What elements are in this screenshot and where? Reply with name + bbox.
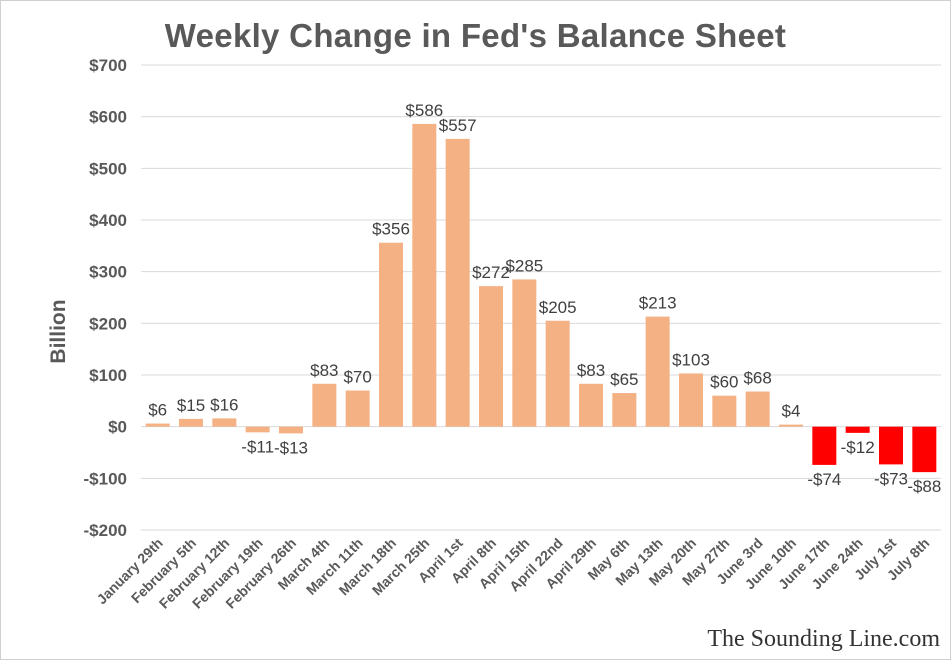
y-tick-label: $500 (89, 159, 127, 178)
bar (545, 320, 570, 427)
data-label: $6 (148, 401, 167, 420)
data-label: $586 (405, 101, 443, 120)
bar (879, 426, 903, 465)
y-axis-label: Billion (47, 299, 70, 363)
bar (512, 279, 537, 427)
data-label: -$11 (241, 437, 274, 456)
data-label: -$88 (907, 477, 941, 496)
data-label: $557 (439, 116, 477, 135)
bar (245, 426, 270, 433)
data-label: $70 (343, 368, 371, 387)
bar (912, 426, 937, 473)
bar (479, 286, 503, 427)
data-label: $272 (472, 263, 510, 282)
bar (412, 123, 437, 427)
bar (845, 426, 870, 433)
data-label: $213 (639, 294, 677, 313)
bar (179, 418, 203, 427)
data-label: $205 (539, 298, 577, 317)
data-label: -$13 (274, 438, 308, 457)
y-tick-label: -$200 (84, 521, 127, 540)
y-tick-label: $700 (89, 56, 127, 75)
y-tick-label: $200 (89, 314, 127, 333)
y-tick-label: -$100 (84, 469, 127, 488)
y-tick-label: $300 (89, 263, 127, 282)
bar (712, 395, 737, 427)
data-label: $356 (372, 220, 410, 239)
data-label: $15 (177, 396, 205, 415)
data-label: -$73 (874, 469, 908, 488)
bar (779, 424, 803, 427)
data-label: -$12 (841, 438, 875, 457)
bar (645, 316, 670, 427)
bar (745, 391, 770, 427)
data-label: $68 (743, 369, 771, 388)
data-label: -$74 (807, 470, 841, 489)
bar (379, 242, 403, 427)
y-tick-label: $0 (108, 418, 127, 437)
bar (279, 426, 303, 434)
bar (579, 383, 603, 427)
data-label: $4 (782, 402, 801, 421)
data-label: $16 (210, 395, 238, 414)
bar (212, 418, 237, 427)
y-tick-label: $100 (89, 366, 127, 385)
bar (812, 426, 837, 465)
y-tick-label: $600 (89, 108, 127, 127)
bar (145, 423, 170, 427)
data-label: $83 (577, 361, 605, 380)
watermark: The Sounding Line.com (707, 626, 940, 652)
bar (679, 373, 703, 427)
data-label: $285 (505, 256, 543, 275)
bar (612, 393, 637, 427)
data-label: $65 (610, 370, 638, 389)
y-tick-label: $400 (89, 211, 127, 230)
chart-title: Weekly Change in Fed's Balance Sheet (164, 17, 787, 54)
data-label: $103 (672, 350, 710, 369)
bar (312, 383, 337, 427)
bar (345, 390, 370, 427)
data-label: $60 (710, 373, 738, 392)
data-label: $83 (310, 361, 338, 380)
bar (445, 138, 470, 427)
